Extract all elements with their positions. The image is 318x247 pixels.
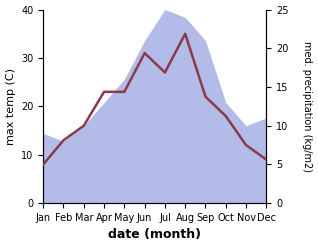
Y-axis label: med. precipitation (kg/m2): med. precipitation (kg/m2) xyxy=(302,41,313,172)
Y-axis label: max temp (C): max temp (C) xyxy=(5,68,16,145)
X-axis label: date (month): date (month) xyxy=(108,228,201,242)
